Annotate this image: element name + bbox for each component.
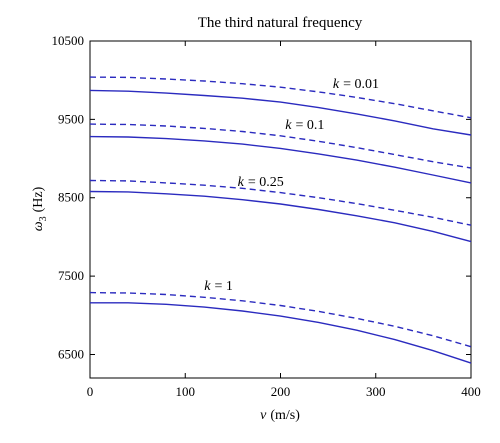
curve-label-value: = 0.01 — [343, 77, 379, 92]
y-axis-unit: (Hz) — [31, 186, 46, 212]
x-axis-symbol: v — [260, 408, 267, 423]
series-line-7-dashed — [89, 291, 472, 348]
series-line-4-solid — [89, 135, 472, 184]
x-tick-label: 200 — [271, 384, 291, 399]
series-line-1-dashed — [89, 76, 472, 119]
x-axis-unit: (m/s) — [270, 408, 300, 423]
curve-label-1: k = 0.01 — [333, 77, 379, 92]
series-line-3-dashed — [89, 123, 472, 169]
curve-annotations: k = 0.01k = 0.1k = 0.25k = 1 — [204, 77, 379, 294]
x-axis: 0 100 200 300 400 — [87, 41, 481, 399]
curve-label-2: k = 0.1 — [285, 118, 324, 133]
chart-title: The third natural frequency — [198, 15, 363, 31]
y-tick-label: 6500 — [58, 346, 84, 361]
curve-label-3: k = 0.25 — [238, 175, 284, 190]
x-tick-label: 100 — [176, 384, 196, 399]
curve-label-value: = 0.25 — [248, 175, 284, 190]
y-axis-subscript: 3 — [38, 216, 49, 221]
x-tick-label: 400 — [461, 384, 481, 399]
plot-curves — [89, 76, 472, 364]
series-line-5-dashed — [89, 179, 472, 226]
series-line-8-solid — [90, 302, 472, 364]
curve-label-value: = 0.1 — [295, 118, 324, 133]
curve-label-symbol: k — [333, 77, 340, 92]
y-tick-label: 10500 — [52, 33, 85, 48]
x-tick-label: 300 — [366, 384, 386, 399]
y-axis-symbol: ω — [31, 221, 46, 231]
curve-label-value: = 1 — [215, 279, 233, 294]
curve-label-symbol: k — [204, 279, 211, 294]
x-axis-label: v (m/s) — [260, 408, 300, 423]
y-axis-label: ω3 (Hz) — [31, 186, 49, 231]
series-line-2-solid — [89, 89, 472, 136]
y-tick-label: 8500 — [58, 190, 84, 205]
curve-label-4: k = 1 — [204, 279, 233, 294]
series-line-6-solid — [89, 190, 472, 243]
y-tick-label: 9500 — [58, 111, 84, 126]
curve-label-symbol: k — [238, 175, 245, 190]
y-tick-label: 7500 — [58, 268, 84, 283]
curve-label-symbol: k — [285, 118, 292, 133]
y-axis: 6500 7500 8500 9500 10500 — [52, 33, 471, 361]
x-tick-label: 0 — [87, 384, 94, 399]
